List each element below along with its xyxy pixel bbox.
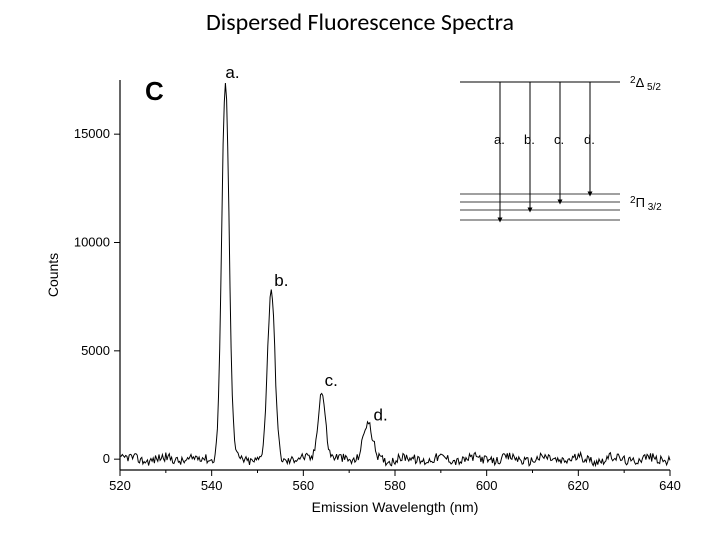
svg-text:c.: c. <box>325 371 338 390</box>
svg-text:C: C <box>145 76 164 106</box>
svg-text:560: 560 <box>292 478 314 493</box>
svg-text:d.: d. <box>584 132 595 147</box>
svg-text:640: 640 <box>659 478 681 493</box>
svg-text:b.: b. <box>274 271 288 290</box>
svg-text:600: 600 <box>476 478 498 493</box>
svg-text:2Δ 5/2: 2Δ 5/2 <box>630 75 661 93</box>
svg-text:0: 0 <box>103 451 110 466</box>
spectrum-chart: 520 540 560 580 600 620 640 Emission Wavelength… <box>40 50 700 520</box>
svg-text:a.: a. <box>225 63 239 82</box>
svg-text:15000: 15000 <box>74 126 110 141</box>
svg-text:Counts: Counts <box>45 253 61 297</box>
svg-text:5000: 5000 <box>81 343 110 358</box>
svg-text:Emission Wavelength (nm): Emission Wavelength (nm) <box>312 499 479 515</box>
svg-text:2Π 3/2: 2Π 3/2 <box>630 195 662 213</box>
svg-text:d.: d. <box>374 406 388 425</box>
energy-level-inset: 2Δ 5/2 2Π 3/2 a. b. c. d. <box>460 75 662 220</box>
svg-text:a.: a. <box>494 132 505 147</box>
svg-text:c.: c. <box>554 132 564 147</box>
svg-text:580: 580 <box>384 478 406 493</box>
svg-text:10000: 10000 <box>74 235 110 250</box>
svg-text:b.: b. <box>524 132 535 147</box>
page-title: Dispersed Fluorescence Spectra <box>0 8 720 37</box>
svg-text:540: 540 <box>201 478 223 493</box>
svg-text:620: 620 <box>567 478 589 493</box>
svg-text:520: 520 <box>109 478 131 493</box>
